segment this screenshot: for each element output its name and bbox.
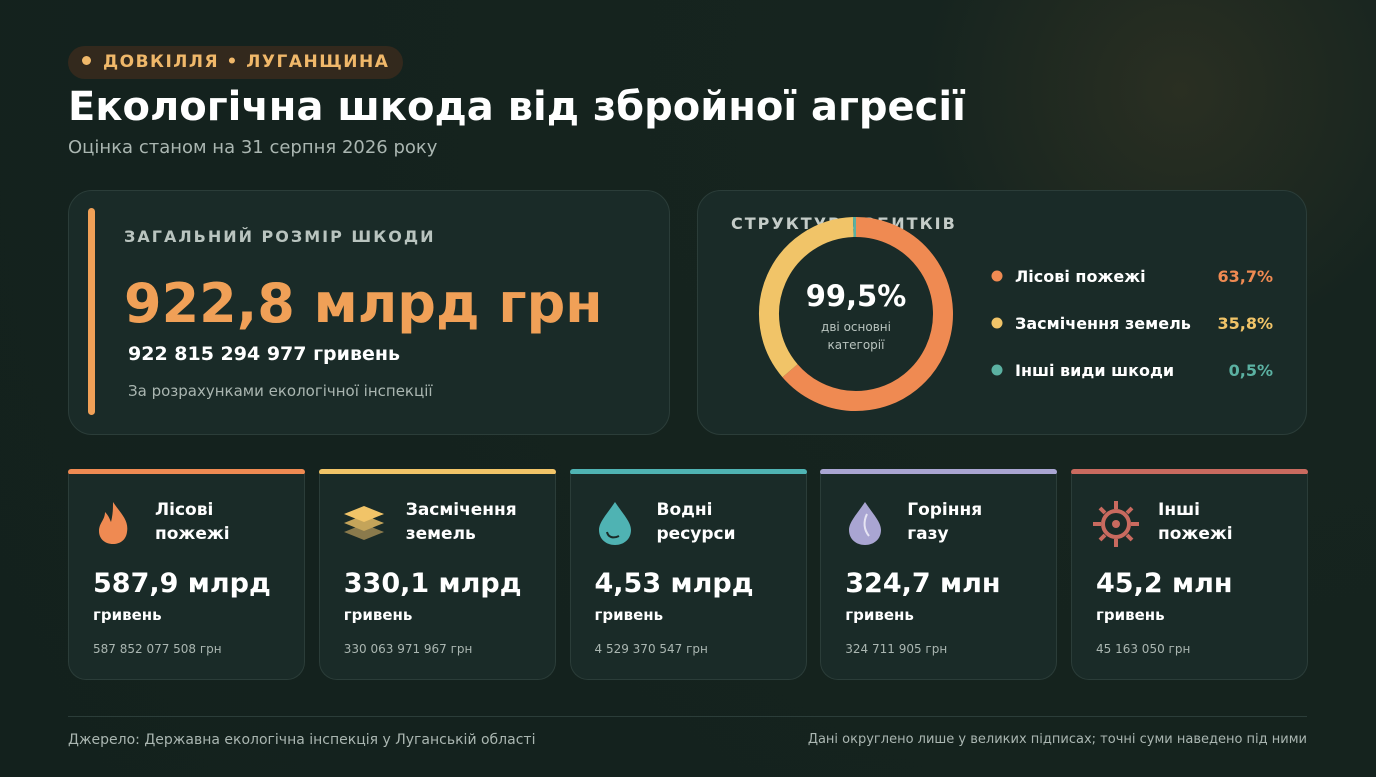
card-title: Інші пожежі xyxy=(1158,498,1233,546)
donut-segment xyxy=(782,217,953,411)
card-exact: 587 852 077 508 грн xyxy=(93,642,222,656)
card-title-line: Горіння xyxy=(907,500,983,520)
accent-bar xyxy=(88,208,95,415)
value-label: 0,5% xyxy=(1229,361,1273,380)
card-unit: гривень xyxy=(594,606,664,624)
card-accent xyxy=(820,469,1058,475)
card: Лісові пожежі 587,9 млрд гривень 587 852 077… xyxy=(68,474,305,680)
legend-dot xyxy=(991,317,1003,329)
card: Інші пожежі 45,2 млн гривень 45 163 050 грн xyxy=(1071,474,1308,680)
card-amount: 324,7 млн xyxy=(845,568,1001,599)
card-accent xyxy=(1071,469,1308,475)
summary-panel xyxy=(68,190,670,435)
card: Водні ресурси 4,53 млрд гривень 4 529 370 54… xyxy=(569,474,807,680)
card-unit: гривень xyxy=(343,606,413,624)
card-accent xyxy=(318,469,556,475)
card: Засмічення земель 330,1 млрд гривень 330 063… xyxy=(318,474,556,680)
center-note: категорії xyxy=(828,338,886,352)
donut-segment xyxy=(759,217,854,378)
card-accent xyxy=(569,469,807,475)
value-label: 35,8% xyxy=(1217,314,1273,333)
card-amount: 330,1 млрд xyxy=(343,568,522,599)
summary-note: За розрахунками екологічної інспекції xyxy=(128,382,433,400)
subtitle: Оцінка станом на 31 серпня 2026 року xyxy=(68,137,438,158)
legend-label: Лісові пожежі xyxy=(1015,267,1146,286)
center-note: дві основні xyxy=(821,320,891,334)
card-title-line: Лісові xyxy=(155,500,214,520)
card-icon xyxy=(99,502,128,544)
card-exact: 324 711 905 грн xyxy=(845,642,948,656)
card-title-line: газу xyxy=(907,524,949,544)
card: Горіння газу 324,7 млн гривень 324 711 905 г… xyxy=(820,474,1058,680)
card-title-line: Інші xyxy=(1158,500,1200,520)
title: Екологічна шкода від збройної агресії xyxy=(68,84,966,130)
card-title-line: земель xyxy=(405,524,476,544)
card-icon xyxy=(343,506,384,540)
card-unit: гривень xyxy=(93,606,162,624)
card-exact: 330 063 971 967 грн xyxy=(343,642,473,656)
card-exact: 4 529 370 547 грн xyxy=(594,642,708,656)
footer-rule xyxy=(68,716,1307,717)
card-unit: гривень xyxy=(1096,606,1165,624)
card-icon xyxy=(598,502,631,545)
card-title: Засмічення земель xyxy=(406,498,517,546)
card-accent xyxy=(68,469,305,475)
legend-label: Інші види шкоди xyxy=(1015,361,1174,380)
tag: ДОВКІЛЛЯ • ЛУГАНЩИНА xyxy=(68,46,404,79)
summary-amount: 922,8 млрд грн xyxy=(124,272,603,335)
card-amount: 45,2 млн xyxy=(1096,568,1233,599)
card-amount: 587,9 млрд xyxy=(93,568,271,599)
card-icon xyxy=(1093,501,1139,547)
card-unit: гривень xyxy=(845,606,914,624)
card-amount: 4,53 млрд xyxy=(594,568,754,599)
card-title-line: ресурси xyxy=(656,524,736,544)
legend-dot xyxy=(991,270,1003,282)
footer-note: Дані округлено лише у великих підписах; … xyxy=(807,732,1307,747)
card-title: Водні ресурси xyxy=(657,498,736,546)
card-title: Горіння газу xyxy=(907,498,982,546)
legend-dot xyxy=(991,364,1003,376)
donut-chart: 99,5% дві основні категорії Лісові пожежі 63… xyxy=(759,217,1273,411)
card-exact: 45 163 050 грн xyxy=(1096,642,1191,656)
summary-exact: 922 815 294 977 гривень xyxy=(128,343,400,365)
card-title-line: Водні xyxy=(656,500,713,520)
footer-source: Джерело: Державна екологічна інспекція у… xyxy=(68,732,536,748)
value-label: 63,7% xyxy=(1217,267,1273,286)
card-title-line: Засмічення xyxy=(405,500,517,520)
structure-panel xyxy=(697,190,1307,435)
center-value: 99,5% xyxy=(806,279,907,313)
card-title: Лісові пожежі xyxy=(155,498,230,546)
summary-label: ЗАГАЛЬНИЙ РОЗМІР ШКОДИ xyxy=(124,227,436,246)
card-icon xyxy=(849,502,882,545)
card-title-line: пожежі xyxy=(1158,524,1233,544)
legend-label: Засмічення земель xyxy=(1015,314,1191,333)
card-title-line: пожежі xyxy=(155,524,230,544)
